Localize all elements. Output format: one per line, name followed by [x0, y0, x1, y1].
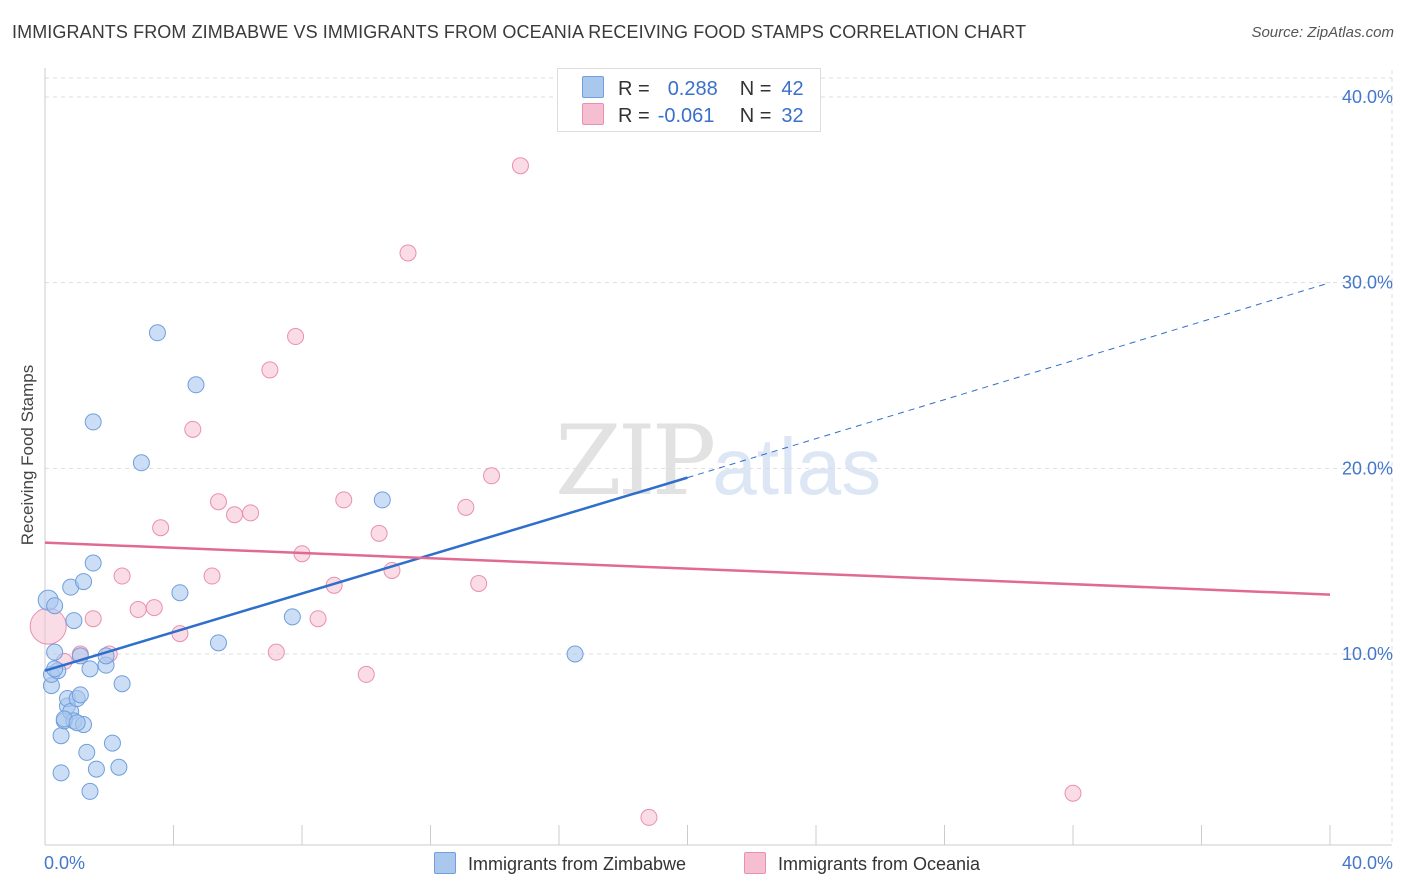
zimbabwe-point — [46, 643, 64, 661]
zimbabwe-point — [87, 760, 105, 778]
zimbabwe-point — [283, 608, 301, 626]
legend-item-zimbabwe: Immigrants from Zimbabwe — [434, 852, 686, 875]
zimbabwe-point — [81, 782, 99, 800]
y-tick-label: 30.0% — [1342, 273, 1393, 293]
zimbabwe-point — [71, 686, 89, 704]
oceania-points — [29, 157, 1082, 826]
zimbabwe-trend-extension — [687, 282, 1331, 479]
zimbabwe-point — [209, 634, 227, 652]
series-legend: Immigrants from Zimbabwe Immigrants from… — [0, 852, 1406, 876]
zimbabwe-swatch — [582, 76, 604, 98]
watermark: ZIPatlas — [555, 405, 881, 517]
zimbabwe-point — [110, 758, 128, 776]
oceania-point — [370, 524, 388, 542]
oceania-point — [483, 467, 501, 485]
oceania-trend-line — [44, 541, 1331, 596]
zimbabwe-point — [68, 714, 86, 732]
zimbabwe-point — [52, 764, 70, 782]
n-value: 42 — [781, 78, 804, 100]
grid-layer — [45, 70, 1393, 845]
r-label: R = — [618, 105, 650, 127]
stats-row-oceania: R = -0.061 N = 32 — [582, 103, 804, 127]
oceania-swatch — [744, 852, 766, 874]
tick-labels: 10.0% 20.0% 30.0% 40.0% 0.0% 40.0% — [44, 87, 1393, 873]
zimbabwe-point — [148, 324, 166, 342]
oceania-point — [29, 607, 67, 645]
oceania-point — [145, 599, 163, 617]
x-tick-label: 40.0% — [1342, 853, 1393, 873]
oceania-point — [457, 498, 475, 516]
stats-row-zimbabwe: R = 0.288 N = 42 — [582, 76, 804, 100]
oceania-point — [470, 574, 488, 592]
source-credit: Source: ZipAtlas.com — [1251, 24, 1394, 41]
oceania-point — [335, 491, 353, 509]
oceania-point — [267, 643, 285, 661]
oceania-point — [152, 519, 170, 537]
zimbabwe-point — [132, 454, 150, 472]
stats-legend: R = 0.288 N = 42 R = -0.061 N = 32 — [557, 68, 821, 132]
r-label: R = — [618, 78, 650, 100]
zimbabwe-point — [81, 660, 99, 678]
axis-layer — [44, 68, 1392, 846]
legend-label-zimbabwe: Immigrants from Zimbabwe — [468, 854, 687, 874]
zimbabwe-point — [84, 554, 102, 572]
zimbabwe-points — [37, 324, 584, 800]
chart-title: IMMIGRANTS FROM ZIMBABWE VS IMMIGRANTS F… — [12, 22, 1027, 42]
y-tick-label: 10.0% — [1342, 644, 1393, 664]
oceania-point — [511, 157, 529, 175]
oceania-swatch — [582, 103, 604, 125]
zimbabwe-point — [84, 413, 102, 431]
oceania-point — [357, 665, 375, 683]
zimbabwe-point — [52, 727, 70, 745]
zimbabwe-point — [65, 612, 83, 630]
oceania-point — [84, 610, 102, 628]
zimbabwe-swatch — [434, 852, 456, 874]
oceania-point — [203, 567, 221, 585]
zimbabwe-point — [75, 573, 93, 591]
oceania-point — [113, 567, 131, 585]
r-value: -0.061 — [657, 105, 715, 127]
oceania-point — [209, 493, 227, 511]
zimbabwe-trend-line — [44, 476, 688, 672]
legend-label-oceania: Immigrants from Oceania — [778, 854, 981, 874]
watermark-zip: ZIP — [555, 405, 716, 517]
y-tick-label: 40.0% — [1342, 87, 1393, 107]
watermark-atlas: atlas — [712, 422, 882, 511]
zimbabwe-point — [171, 584, 189, 602]
oceania-point — [129, 600, 147, 618]
oceania-point — [242, 504, 260, 522]
y-tick-label: 20.0% — [1342, 458, 1393, 478]
oceania-point — [640, 808, 658, 826]
zimbabwe-point — [373, 491, 391, 509]
n-label: N = — [739, 105, 772, 127]
zimbabwe-point — [187, 376, 205, 394]
zimbabwe-point — [103, 734, 121, 752]
zimbabwe-point — [113, 675, 131, 693]
oceania-point — [226, 506, 244, 524]
n-value: 32 — [781, 105, 804, 127]
oceania-point — [1064, 784, 1082, 802]
zimbabwe-point — [78, 743, 96, 761]
oceania-point — [399, 244, 417, 262]
legend-item-oceania: Immigrants from Oceania — [744, 852, 980, 875]
zimbabwe-point — [46, 597, 64, 615]
zimbabwe-point — [566, 645, 584, 663]
trend-lines — [44, 282, 1331, 672]
oceania-point — [287, 328, 305, 346]
x-tick-label: 0.0% — [44, 853, 85, 873]
oceania-point — [261, 361, 279, 379]
oceania-point — [184, 420, 202, 438]
r-value: 0.288 — [667, 78, 718, 100]
oceania-point — [309, 610, 327, 628]
n-label: N = — [739, 78, 772, 100]
